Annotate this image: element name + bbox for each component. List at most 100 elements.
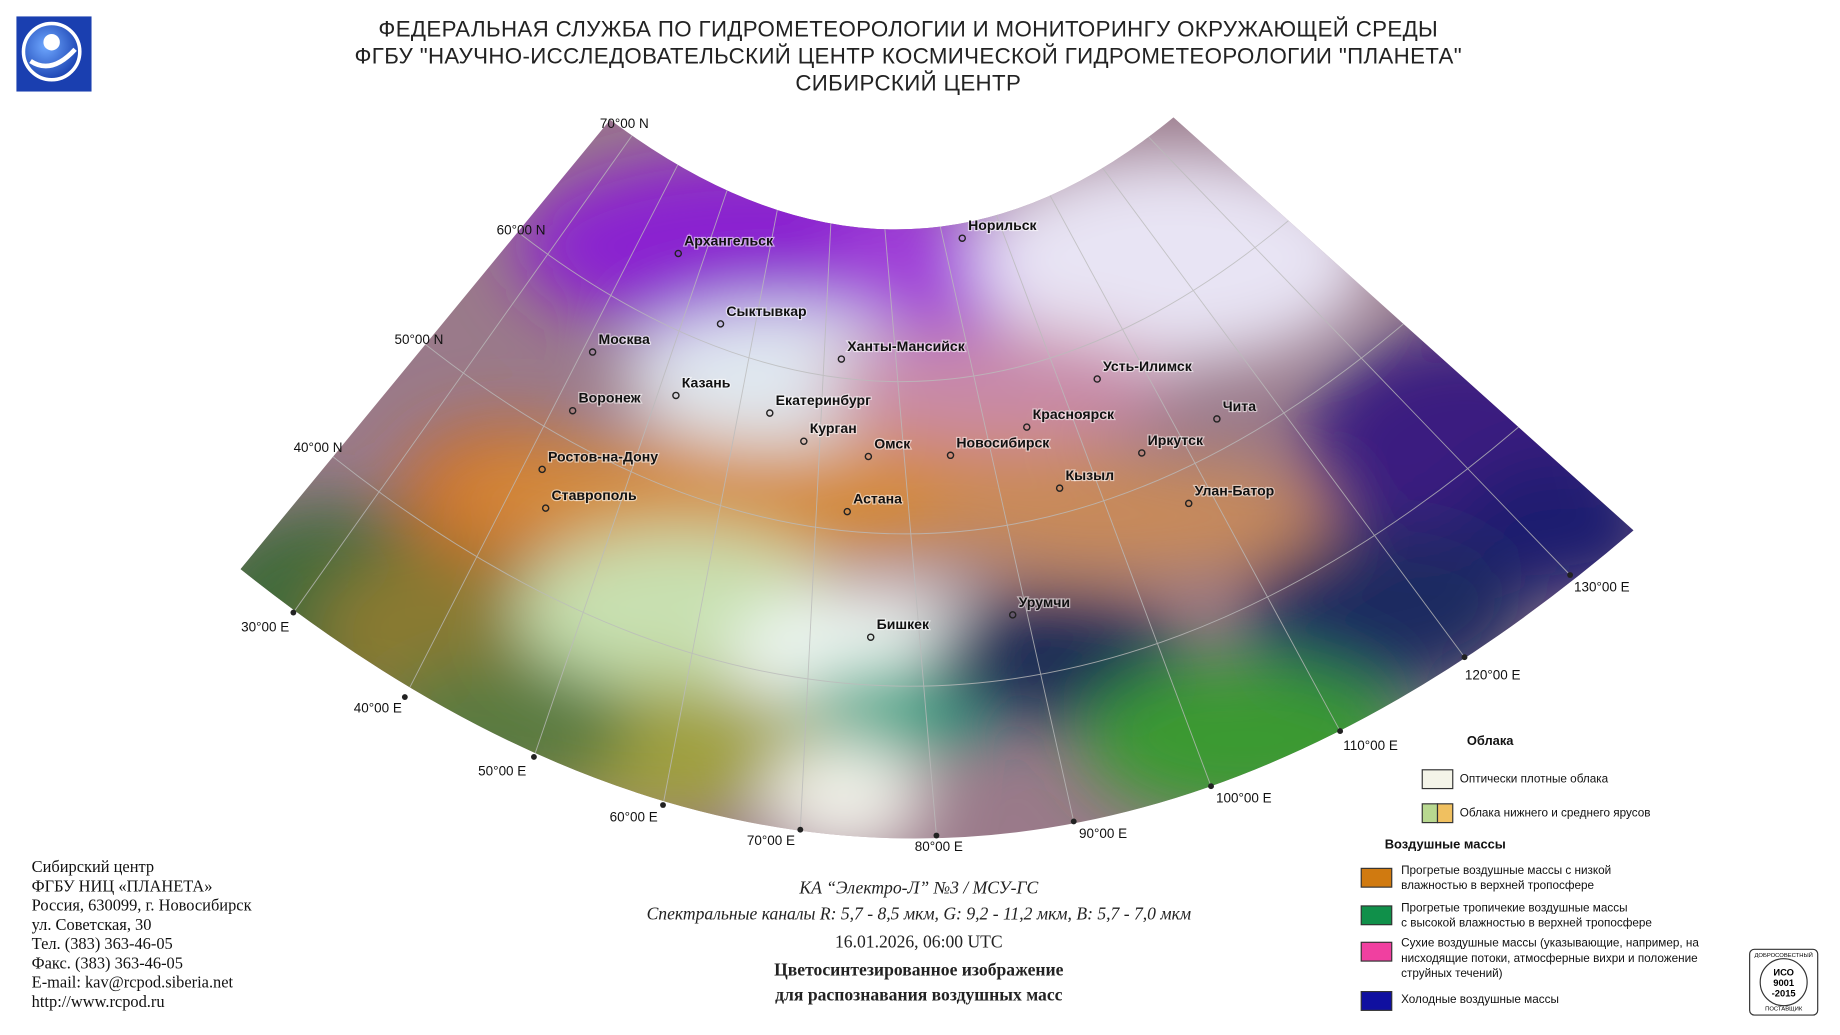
address-line: E-mail: kav@rcpod.siberia.net [32, 973, 234, 992]
city-marker [538, 465, 546, 474]
longitude-label: 100°00 E [1216, 791, 1272, 806]
longitude-tick [1337, 728, 1344, 735]
legend-title: Облака [1467, 733, 1514, 748]
iso-text: 9001 [1773, 978, 1794, 988]
city-marker [1184, 499, 1193, 508]
satellite-caption: КА “Электро-Л” №3 / МСУ-ГС [798, 878, 1038, 898]
iso-text: ИСО [1773, 967, 1794, 977]
latitude-label: 70°00 N [600, 116, 649, 131]
city-marker [837, 355, 846, 363]
city-marker [864, 452, 873, 461]
latitude-label: 50°00 N [394, 332, 443, 347]
latitude-label: 60°00 N [497, 223, 546, 238]
iso-text: ПОСТАВЩИК [1765, 1007, 1803, 1013]
longitude-label: 90°00 E [1079, 826, 1127, 841]
city-label: Иркутск [1148, 432, 1204, 448]
longitude-label: 40°00 E [354, 700, 402, 715]
legend-label: Прогретые тропичекие воздушные массы [1401, 901, 1627, 914]
city-marker [800, 437, 808, 445]
product-title: Цветосинтезированное изображение [774, 960, 1064, 980]
address-line: ул. Советская, 30 [32, 915, 152, 934]
city-label: Усть-Илимск [1103, 358, 1193, 374]
city-label: Новосибирск [956, 434, 1050, 450]
meridian [662, 117, 842, 806]
longitude-label: 70°00 E [747, 833, 795, 848]
meridian [881, 117, 1465, 658]
header-line: ФГБУ "НАУЧНО-ИССЛЕДОВАТЕЛЬСКИЙ ЦЕНТР КОС… [355, 43, 1462, 68]
city-marker [1138, 449, 1146, 457]
city-marker [946, 451, 955, 460]
city-label: Омск [874, 435, 911, 451]
meridian [861, 117, 1075, 822]
longitude-label: 30°00 E [241, 619, 289, 634]
city-marker [541, 504, 550, 512]
parallel [517, 220, 1289, 383]
address-line: http://www.rcpod.ru [32, 992, 165, 1011]
meridian [868, 117, 1212, 787]
city-label: Урумчи [1019, 594, 1071, 610]
city-label: Ростов-на-Дону [548, 448, 658, 464]
city-marker [958, 234, 967, 242]
iso-text: ДОБРОСОВЕСТНЫЙ [1754, 951, 1812, 959]
legend-label: Прогретые воздушные массы с низкой [1401, 864, 1611, 877]
legend-swatch [1360, 905, 1393, 926]
longitude-label: 50°00 E [478, 764, 526, 779]
legend-swatch [1436, 803, 1454, 824]
meridian [404, 117, 829, 698]
channels-caption: Спектральные каналы R: 5,7 - 8,5 мкм, G:… [647, 903, 1191, 923]
city-label: Архангельск [684, 232, 774, 248]
longitude-tick [1208, 783, 1214, 790]
logo [16, 16, 92, 92]
legend-label: нисходящие потоки, атмосферные вихри и п… [1401, 952, 1698, 965]
city-marker [766, 409, 774, 417]
city-label: Воронеж [579, 390, 642, 406]
city-label: Бишкек [877, 616, 930, 632]
longitude-tick [401, 694, 408, 700]
legend-swatch [1360, 941, 1393, 962]
longitude-tick [1461, 654, 1468, 661]
longitude-tick [290, 609, 297, 616]
meridian [799, 117, 849, 830]
address-line: Сибирский центр [32, 857, 154, 876]
city-label: Улан-Батор [1195, 482, 1275, 498]
city-label: Норильск [968, 217, 1037, 233]
address-line: Россия, 630099, г. Новосибирск [32, 896, 252, 915]
city-label: Ханты-Мансийск [847, 338, 966, 354]
address-line: Тел. (383) 363-46-05 [32, 934, 173, 953]
legend-title: Воздушные массы [1385, 836, 1506, 851]
city-marker [674, 249, 683, 258]
city-marker [716, 320, 725, 328]
legend-label: с высокой влажностью в верхней тропосфер… [1401, 917, 1652, 930]
longitude-tick [530, 753, 537, 760]
product-title: для распознавания воздушных масс [775, 984, 1063, 1004]
legend-label: влажностью в верхней тропосфере [1401, 879, 1594, 892]
city-label: Курган [810, 420, 857, 436]
longitude-label: 130°00 E [1574, 579, 1630, 594]
legend-swatch [1421, 803, 1439, 824]
header-line: ФЕДЕРАЛЬНАЯ СЛУЖБА ПО ГИДРОМЕТЕОРОЛОГИИ … [378, 16, 1438, 41]
longitude-tick [797, 826, 804, 833]
longitude-tick [1070, 818, 1077, 825]
city-marker [866, 633, 875, 641]
longitude-tick [660, 802, 666, 808]
city-label: Казань [682, 374, 731, 390]
city-marker [1093, 375, 1101, 383]
city-marker [1055, 484, 1064, 492]
city-marker [1008, 611, 1017, 619]
meridian [874, 117, 1341, 732]
header-line: СИБИРСКИЙ ЦЕНТР [795, 70, 1021, 95]
legend-label: Облака нижнего и среднего ярусов [1460, 806, 1651, 819]
address-line: Факс. (383) 363-46-05 [32, 953, 183, 972]
iso-text: -2015 [1772, 988, 1796, 998]
longitude-label: 60°00 E [610, 809, 658, 824]
city-marker [1213, 415, 1221, 423]
city-label: Чита [1223, 398, 1256, 414]
city-marker [843, 507, 852, 516]
legend-label: Оптически плотные облака [1460, 772, 1609, 785]
legend-label: струйных течений) [1401, 967, 1503, 980]
city-label: Сыктывкар [726, 303, 807, 319]
city-label: Екатеринбург [776, 392, 872, 408]
parallel [332, 426, 1519, 687]
